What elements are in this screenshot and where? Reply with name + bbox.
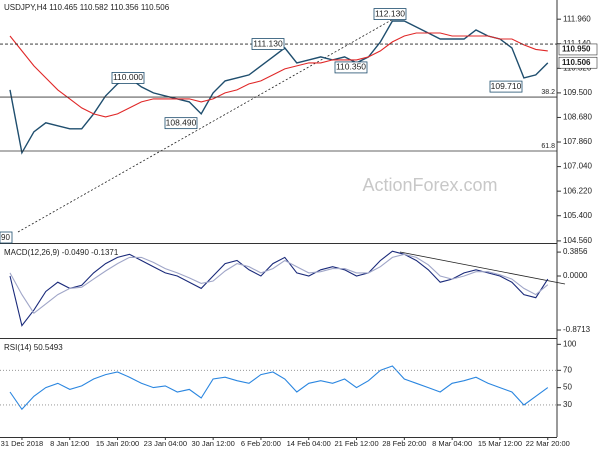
- y-tick-label: 0.0000: [563, 271, 588, 280]
- x-tick-label: 8 Mar 04:00: [432, 439, 472, 448]
- series-line: [9, 20, 549, 155]
- y-tick-label: 107.040: [563, 162, 592, 171]
- annotation-label: 109.710: [491, 81, 522, 91]
- annotation-label: 112.130: [375, 8, 405, 18]
- y-tick-label: 50: [563, 383, 572, 392]
- x-tick-label: 14 Feb 04:00: [287, 439, 331, 448]
- annotation-box: [373, 8, 407, 20]
- annotation-label: 110.350: [336, 62, 366, 72]
- fib-label: 61.8: [541, 143, 555, 150]
- series-line: [9, 253, 549, 315]
- price-title: USDJPY,H4 110.465 110.582 110.356 110.50…: [4, 3, 170, 12]
- annotation-box: [164, 117, 198, 130]
- annotation-label: 108.490: [166, 117, 197, 127]
- price-marker-box: [558, 56, 598, 69]
- rsi-title: RSI(14) 50.5493: [4, 343, 63, 352]
- x-tick-label: 15 Jan 20:00: [96, 439, 139, 448]
- x-tick-label: 6 Feb 20:00: [241, 439, 281, 448]
- x-tick-label: 28 Feb 20:00: [382, 439, 426, 448]
- y-tick-label: 0.3856: [563, 247, 588, 256]
- y-tick-label: 70: [563, 365, 572, 374]
- y-tick-label: 109.500: [563, 88, 592, 97]
- y-tick-label: 106.220: [563, 186, 592, 195]
- y-tick-label: 111.140: [563, 39, 591, 48]
- y-tick-label: -0.8713: [563, 325, 591, 334]
- x-tick-label: 30 Jan 12:00: [191, 439, 234, 448]
- corner-label: 90: [1, 233, 10, 242]
- price-marker-label: 110.950: [562, 45, 591, 54]
- annotation-box: [111, 72, 145, 84]
- y-tick-label: 107.860: [563, 137, 592, 146]
- annotation-label: 110.000: [113, 72, 143, 82]
- trend-line: [17, 17, 396, 233]
- y-tick-label: 30: [563, 400, 572, 409]
- y-tick-label: 108.680: [563, 113, 592, 122]
- series-line: [9, 250, 549, 327]
- y-tick-label: 111.960: [563, 14, 591, 23]
- x-tick-label: 21 Feb 12:00: [334, 439, 378, 448]
- x-tick-label: 23 Jan 04:00: [144, 439, 187, 448]
- y-tick-label: 105.400: [563, 211, 592, 220]
- annotation-box: [334, 61, 368, 74]
- x-tick-label: 31 Dec 2018: [1, 439, 44, 448]
- x-tick-label: 15 Mar 12:00: [478, 439, 522, 448]
- annotation-box: [251, 38, 285, 50]
- annotation-label: 111.130: [253, 38, 283, 48]
- price-marker-label: 110.506: [562, 58, 591, 67]
- y-tick-label: 100: [563, 339, 577, 348]
- macd-title: MACD(12,26,9) -0.0490 -0.1371: [4, 248, 119, 257]
- series-line: [9, 32, 548, 118]
- watermark: ActionForex.com: [362, 175, 497, 195]
- annotation-box: [489, 80, 523, 93]
- series-line: [9, 365, 549, 411]
- fib-label: 38.2: [541, 89, 555, 96]
- macd-trend-line: [399, 251, 566, 285]
- price-marker-box: [558, 43, 598, 56]
- corner-box: [0, 231, 13, 244]
- y-tick-label: 104.560: [563, 236, 592, 245]
- x-tick-label: 22 Mar 20:00: [526, 439, 570, 448]
- x-tick-label: 8 Jan 12:00: [50, 439, 89, 448]
